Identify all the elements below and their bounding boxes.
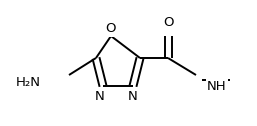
Text: N: N	[128, 89, 138, 102]
Text: O: O	[163, 17, 173, 29]
Text: O: O	[106, 23, 116, 36]
Text: H₂N: H₂N	[15, 75, 41, 88]
Text: NH: NH	[207, 80, 227, 92]
Text: N: N	[95, 89, 105, 102]
